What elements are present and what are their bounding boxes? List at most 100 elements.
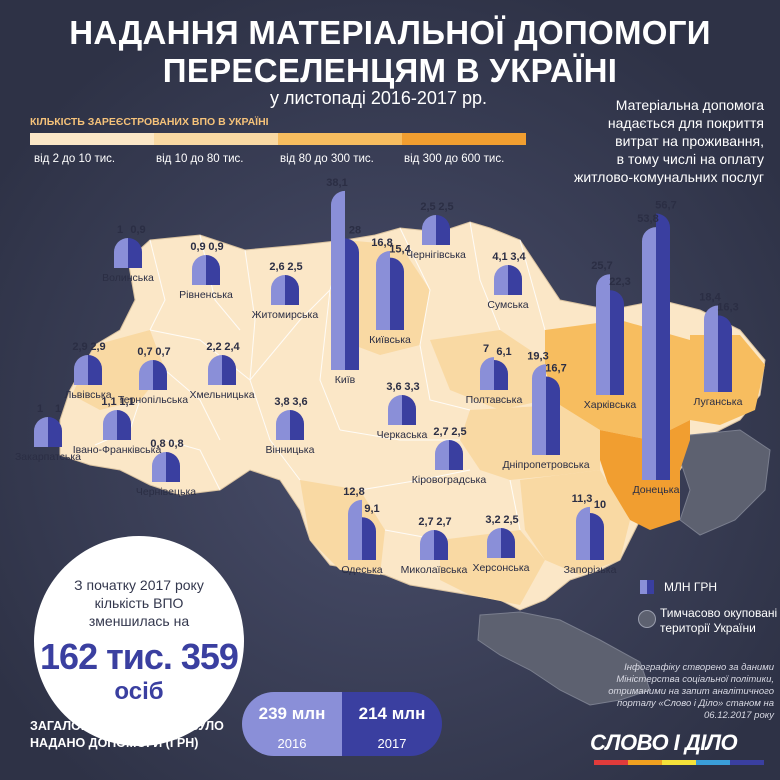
note-line: витрат на проживання,: [615, 133, 764, 149]
label-2017-луганська: 16,3: [717, 301, 738, 313]
bar-2016-запорізька: [576, 506, 590, 560]
label-2017-хмельницька: 2,4: [224, 341, 240, 353]
region-name-закарпатська: Закарпатська: [15, 451, 81, 463]
bar-2017-івано-франківська: [117, 410, 131, 440]
bar-2017-тернопільська: [153, 360, 167, 390]
bar-2016-донецька: [642, 227, 656, 480]
totals-caption: ЗАГАЛОМ ЗА ЛИСТОПАД БУЛО НАДАНО ДОПОМОГИ…: [30, 718, 240, 752]
source-note: Інфографіку створено за даними Міністерс…: [604, 662, 774, 722]
label-2017-черкаська: 3,3: [404, 381, 419, 393]
bar-2017-дніпропетровська: [546, 376, 560, 455]
label-2016-житомирська: 2,6: [269, 261, 284, 273]
bar-2017-полтавська: [494, 360, 508, 390]
label-2017-львівська: 2,9: [90, 341, 105, 353]
label-2016-рівненська: 0,9: [190, 241, 205, 253]
label-2017-запорізька: 10: [594, 499, 606, 511]
bar-2016-дніпропетровська: [532, 364, 546, 455]
region-name-вінницька: Вінницька: [266, 444, 315, 456]
total-2017-value: 214 млн: [358, 704, 426, 723]
bar-2016-хмельницька: [208, 355, 222, 385]
label-2016-львівська: 2,9: [72, 341, 87, 353]
bar-2017-харківська: [610, 290, 624, 395]
bar-2017-черкаська: [402, 395, 416, 425]
bar-2017-хмельницька: [222, 355, 236, 385]
bar-2016-івано-франківська: [103, 410, 117, 440]
bar-2016-закарпатська: [34, 417, 48, 447]
region-name-київська: Київська: [369, 334, 411, 346]
label-2016-чернігівська: 2,5: [420, 201, 435, 213]
legend-occupied-label: Тимчасово окуповані території України: [660, 606, 777, 636]
bar-2017-луганська: [718, 315, 732, 392]
bar-2017-миколаївська: [434, 530, 448, 560]
label-2017-чернігівська: 2,5: [438, 201, 453, 213]
total-2017: 214 млн 2017: [342, 692, 442, 756]
label-2016-київська: 16,8: [371, 237, 392, 249]
legend-label-1: від 2 до 10 тис.: [34, 153, 116, 165]
bar-2016-вінницька: [276, 410, 290, 440]
label-2016-херсонська: 3,2: [485, 514, 500, 526]
bar-2017-закарпатська: [48, 417, 62, 447]
region-name-чернігівська: Чернігівська: [406, 249, 466, 261]
label-2016-тернопільська: 0,7: [137, 346, 152, 358]
page-title: НАДАННЯ МАТЕРІАЛЬНОЇ ДОПОМОГИ ПЕРЕСЕЛЕНЦ…: [40, 14, 740, 90]
region-name-донецька: Донецька: [633, 484, 680, 496]
label-2016-полтавська: 7: [483, 343, 489, 355]
bar-2017-чернігівська: [436, 215, 450, 245]
bar-2017-донецька: [656, 213, 670, 480]
label-2016-вінницька: 3,8: [274, 396, 289, 408]
region-name-запорізька: Запорізька: [564, 564, 617, 576]
label-2017-київська: 15,4: [389, 244, 411, 256]
bar-2016-київська: [376, 251, 390, 330]
legend-swatch-1: [30, 133, 154, 145]
bar-2017-кіровоградська: [449, 440, 463, 470]
label-2016-черкаська: 3,6: [386, 381, 401, 393]
subtitle: у листопаді 2016-2017 рр.: [270, 88, 487, 108]
bar-2017-рівненська: [206, 255, 220, 285]
legend-occupied-swatch: [638, 610, 656, 628]
region-name-миколаївська: Миколаївська: [401, 564, 468, 576]
decrease-value: 162 тис. 359: [40, 636, 239, 677]
source-line: отриманими на запит аналітичного: [608, 686, 774, 697]
info-note: Матеріальна допомога надається для покри…: [524, 96, 764, 186]
ipo-decrease-circle: З початку 2017 року кількість ВПО зменши…: [34, 536, 244, 746]
label-2016-запорізька: 11,3: [572, 493, 593, 505]
legend-label-3: від 80 до 300 тис.: [280, 153, 374, 165]
bar-2016-рівненська: [192, 255, 206, 285]
bar-2016-одеська: [347, 499, 362, 560]
bar-2017-вінницька: [290, 410, 304, 440]
label-2016-хмельницька: 2,2: [206, 341, 221, 353]
bar-2017-херсонська: [501, 528, 515, 558]
label-2017-дніпропетровська: 16,7: [545, 363, 566, 375]
label-2017-херсонська: 2,5: [503, 514, 518, 526]
legend-swatch-2: [154, 133, 278, 145]
bar-2016-сумська: [494, 265, 508, 295]
region-name-полтавська: Полтавська: [466, 394, 523, 406]
note-line: Матеріальна допомога: [615, 97, 764, 113]
region-kherson-fill: [440, 530, 545, 605]
bar-2017-запорізька: [590, 513, 604, 560]
label-2016-сумська: 4,1: [492, 251, 507, 263]
bar-2016-полтавська: [480, 357, 494, 390]
occupied-line: території України: [660, 621, 756, 635]
label-2017-кіровоградська: 2,5: [451, 426, 466, 438]
region-name-сумська: Сумська: [487, 299, 528, 311]
label-2017-івано-франківська: 1,1: [119, 396, 134, 408]
bar-2017-одеська: [362, 517, 376, 560]
bar-2017-київська: [390, 257, 404, 330]
crimea-occupied: [477, 611, 651, 706]
label-2017-тернопільська: 0,7: [155, 346, 170, 358]
source-line: порталу «Слово і Діло» станом на: [616, 698, 774, 709]
bar-2017-чернівецька: [166, 452, 180, 482]
label-2017-закарпатська: 1: [55, 403, 61, 415]
total-2016: 239 млн 2016: [242, 692, 342, 756]
label-2017-харківська: 22,3: [609, 276, 630, 288]
region-name-одеська: Одеська: [341, 564, 382, 576]
circle-line: кількість ВПО: [94, 595, 184, 611]
region-name-чернівецька: Чернівецька: [136, 486, 196, 498]
label-2017-чернівецька: 0,8: [168, 438, 183, 450]
totals-caption-line: ЗАГАЛОМ ЗА ЛИСТОПАД БУЛО: [30, 719, 224, 733]
bar-2016-житомирська: [271, 275, 285, 305]
label-2017-київ: 28: [349, 224, 361, 236]
region-name-луганська: Луганська: [694, 396, 743, 408]
